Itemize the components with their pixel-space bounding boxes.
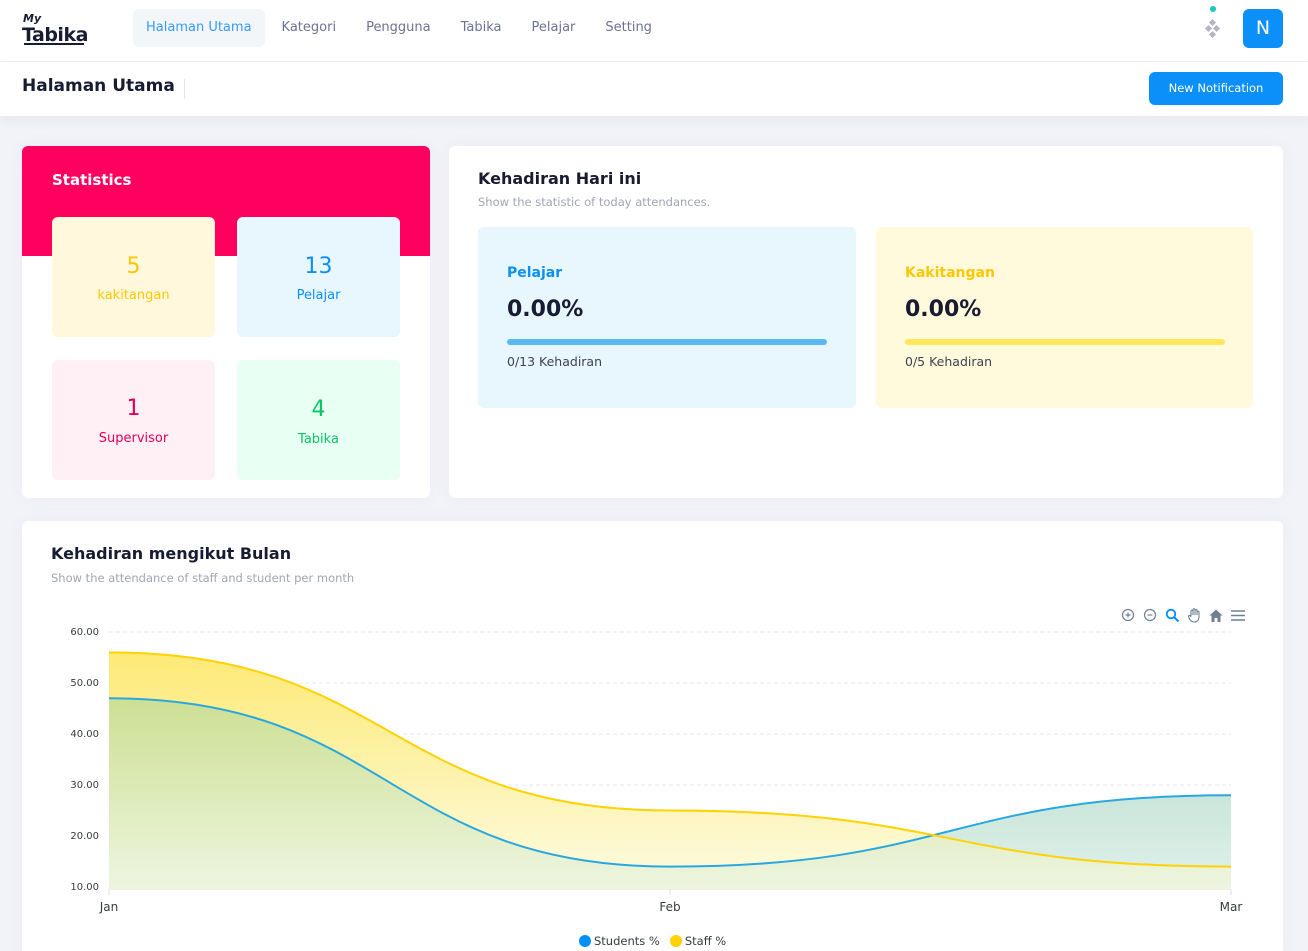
app-logo[interactable]: My Tabika <box>22 12 88 46</box>
statistics-card: Statistics 5 kakitangan 13 Pelajar 1 Sup… <box>22 146 430 498</box>
quick-actions-icon[interactable] <box>1198 6 1228 42</box>
stat-tile-tabika[interactable]: 4 Tabika <box>237 360 400 480</box>
stat-value: 5 <box>126 254 141 279</box>
menu-icon[interactable] <box>1227 605 1249 625</box>
stat-label: kakitangan <box>97 288 170 303</box>
attendance-percent: 0.00% <box>905 297 982 322</box>
attendance-today-card: Kehadiran Hari ini Show the statistic of… <box>449 146 1283 498</box>
y-tick-label: 30.00 <box>70 780 99 791</box>
main-nav: Halaman Utama Kategori Pengguna Tabika P… <box>133 9 669 47</box>
stat-tile-pelajar[interactable]: 13 Pelajar <box>237 217 400 337</box>
zoom-in-icon[interactable] <box>1117 605 1139 625</box>
attendance-box-kakitangan: Kakitangan 0.00% 0/5 Kehadiran <box>876 227 1253 408</box>
stat-value: 4 <box>311 397 326 422</box>
attendance-progress-bar <box>905 339 1225 345</box>
monthly-attendance-card: Kehadiran mengikut Bulan Show the attend… <box>22 521 1283 951</box>
subheader-separator <box>184 79 185 99</box>
students-area <box>109 698 1231 889</box>
user-avatar[interactable]: N <box>1243 9 1283 48</box>
attendance-count: 0/13 Kehadiran <box>507 354 603 369</box>
monthly-attendance-subtitle: Show the attendance of staff and student… <box>51 571 355 585</box>
x-tick-label: Feb <box>659 900 680 914</box>
attendance-today-title: Kehadiran Hari ini <box>478 169 642 188</box>
stat-value: 13 <box>304 254 333 279</box>
legend-item-students[interactable]: Students % <box>579 934 660 948</box>
zoom-select-icon[interactable] <box>1161 605 1183 625</box>
attendance-progress-bar <box>507 339 827 345</box>
nav-item-pengguna[interactable]: Pengguna <box>366 20 431 35</box>
stat-label: Pelajar <box>296 288 341 303</box>
stat-label: Supervisor <box>98 431 169 446</box>
legend-label: Students % <box>594 934 660 948</box>
chart-toolbar <box>1117 605 1249 625</box>
stat-label: Tabika <box>298 432 339 447</box>
stat-tile-supervisor[interactable]: 1 Supervisor <box>52 360 215 480</box>
nav-item-pelajar[interactable]: Pelajar <box>531 20 576 35</box>
pan-hand-icon[interactable] <box>1183 605 1205 625</box>
x-tick-label: Jan <box>99 900 119 914</box>
home-reset-icon[interactable] <box>1205 605 1227 625</box>
y-tick-label: 50.00 <box>70 678 99 689</box>
y-tick-label: 20.00 <box>70 831 99 842</box>
logo-text: Tabika <box>22 24 88 46</box>
attendance-box-name: Kakitangan <box>905 265 995 281</box>
x-tick-label: Mar <box>1220 900 1243 914</box>
logo-underline <box>24 43 84 45</box>
page-title: Halaman Utama <box>22 76 175 96</box>
online-indicator <box>1210 6 1216 12</box>
legend-item-staff[interactable]: Staff % <box>669 934 727 948</box>
legend-label: Staff % <box>684 934 727 948</box>
nav-item-tabika[interactable]: Tabika <box>460 20 502 35</box>
attendance-today-subtitle: Show the statistic of today attendances. <box>478 195 711 209</box>
students-line <box>108 697 1232 868</box>
new-notification-button[interactable]: New Notification <box>1149 72 1283 105</box>
y-tick-label: 40.00 <box>70 729 99 740</box>
monthly-attendance-title: Kehadiran mengikut Bulan <box>51 544 292 563</box>
legend-marker <box>579 935 591 947</box>
attendance-count: 0/5 Kehadiran <box>905 354 993 369</box>
monthly-attendance-chart: 10.00 20.00 30.00 40.00 50.00 60.00 Jan Feb Mar <box>70 627 1243 914</box>
y-tick-label: 10.00 <box>70 882 99 893</box>
attendance-box-pelajar: Pelajar 0.00% 0/13 Kehadiran <box>478 227 856 408</box>
staff-line <box>108 651 1232 868</box>
top-bar: My Tabika Halaman Utama Kategori Penggun… <box>0 0 1308 62</box>
subheader: Halaman Utama New Notification <box>0 62 1308 116</box>
chart-legend: Students % Staff % <box>579 934 736 948</box>
y-tick-label: 60.00 <box>70 627 99 638</box>
stat-value: 1 <box>126 396 141 421</box>
logo-prefix: My <box>23 12 42 25</box>
nav-item-setting[interactable]: Setting <box>605 20 652 35</box>
stat-tile-kakitangan[interactable]: 5 kakitangan <box>52 217 215 337</box>
zoom-out-icon[interactable] <box>1139 605 1161 625</box>
legend-marker <box>669 935 682 947</box>
attendance-box-name: Pelajar <box>507 265 563 281</box>
statistics-title: Statistics <box>52 171 132 189</box>
nav-item-kategori[interactable]: Kategori <box>281 20 337 35</box>
nav-item-halaman-utama[interactable]: Halaman Utama <box>133 9 265 47</box>
attendance-percent: 0.00% <box>507 297 584 322</box>
